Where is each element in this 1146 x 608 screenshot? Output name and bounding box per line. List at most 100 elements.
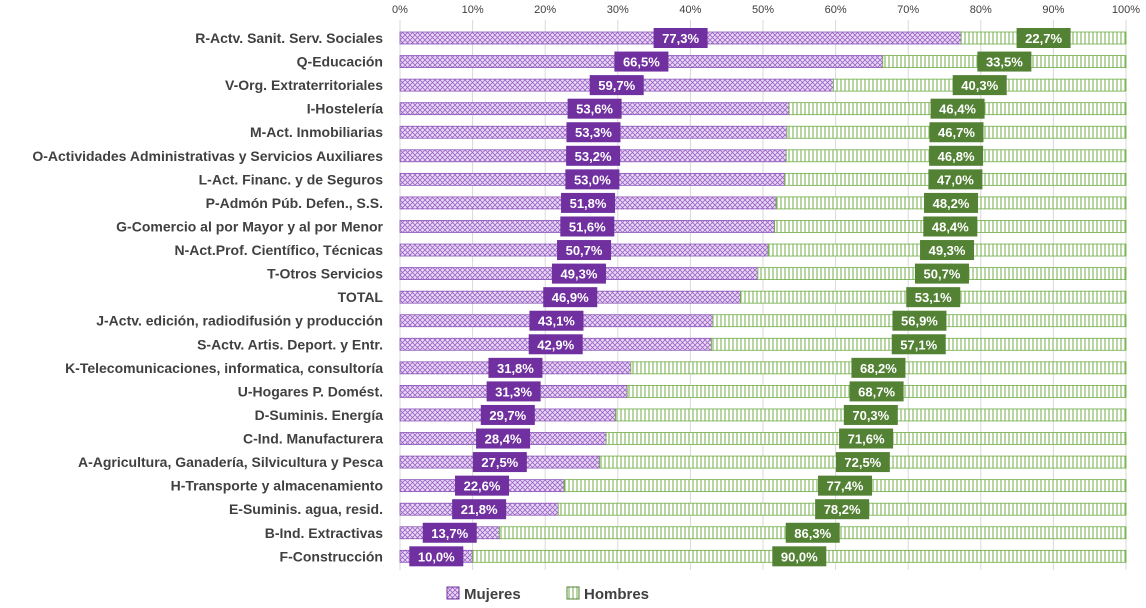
data-label-box-hombres xyxy=(815,499,870,520)
data-label-hombres: 46,8% xyxy=(938,149,975,164)
data-label-mujeres: 51,8% xyxy=(570,196,607,211)
category-label: U-Hogares P. Domést. xyxy=(238,383,383,399)
category-label: L-Act. Financ. y de Seguros xyxy=(199,171,384,187)
data-label-box-hombres xyxy=(772,546,827,567)
data-label-mujeres: 53,0% xyxy=(574,172,611,187)
data-label-box-hombres xyxy=(906,287,961,308)
category-labels: R-Actv. Sanit. Serv. Sociales Q-Educación… xyxy=(32,30,383,564)
data-label-hombres: 22,7% xyxy=(1025,31,1062,46)
data-label-mujeres: 59,7% xyxy=(598,78,635,93)
data-label-box-mujeres xyxy=(565,169,620,190)
data-label-box-hombres xyxy=(1016,28,1071,48)
category-label: R-Actv. Sanit. Serv. Sociales xyxy=(195,30,383,46)
category-label: T-Otros Servicios xyxy=(267,266,383,282)
data-label-box-mujeres xyxy=(455,475,510,496)
category-label: M-Act. Inmobiliarias xyxy=(250,124,383,140)
data-label-mujeres: 66,5% xyxy=(623,55,660,70)
category-label: TOTAL xyxy=(338,289,384,305)
data-label-hombres: 40,3% xyxy=(961,78,998,93)
data-label-box-hombres xyxy=(785,522,840,543)
data-label-hombres: 49,3% xyxy=(929,243,966,258)
category-label: S-Actv. Artis. Deport. y Entr. xyxy=(197,336,383,352)
data-label-hombres: 72,5% xyxy=(844,455,881,470)
data-label-mujeres: 53,2% xyxy=(575,149,612,164)
category-label: O-Actividades Administrativas y Servicio… xyxy=(32,148,383,164)
data-label-mujeres: 13,7% xyxy=(431,526,468,541)
data-label-box-mujeres xyxy=(560,216,615,237)
data-label-hombres: 77,4% xyxy=(827,479,864,494)
category-label: E-Suminis. agua, resid. xyxy=(229,501,383,517)
category-label: J-Actv. edición, radiodifusión y producc… xyxy=(96,313,383,329)
x-axis-ticks: 0% 10% 20% 30% 40% 50% 60% 70% 80% 90% 100% xyxy=(392,4,1140,16)
data-label-box-mujeres xyxy=(472,452,527,473)
data-label-mujeres: 29,7% xyxy=(489,408,526,423)
category-label: G-Comercio al por Mayor y al por Menor xyxy=(116,218,383,234)
data-label-box-hombres xyxy=(928,169,983,190)
category-label: B-Ind. Extractivas xyxy=(265,525,383,541)
data-label-hombres: 57,1% xyxy=(900,337,937,352)
data-label-mujeres: 49,3% xyxy=(561,267,598,282)
data-label-box-mujeres xyxy=(529,310,584,331)
data-label-hombres: 86,3% xyxy=(794,526,831,541)
data-label-box-mujeres xyxy=(566,145,621,166)
data-label-mujeres: 50,7% xyxy=(566,243,603,258)
data-label-mujeres: 21,8% xyxy=(461,502,498,517)
x-tick-label: 100% xyxy=(1112,4,1140,16)
data-label-hombres: 68,7% xyxy=(858,384,895,399)
data-label-box-mujeres xyxy=(488,357,543,378)
legend-swatch-hombres xyxy=(566,586,580,600)
data-label-box-hombres xyxy=(923,216,978,237)
data-label-hombres: 71,6% xyxy=(848,432,885,447)
data-label-mujeres: 51,6% xyxy=(569,219,606,234)
category-label: A-Agricultura, Ganadería, Silvicultura y… xyxy=(78,454,383,470)
data-label-hombres: 46,4% xyxy=(939,102,976,117)
data-label-box-mujeres xyxy=(543,287,598,308)
data-label-box-mujeres xyxy=(561,192,616,213)
x-tick-label: 20% xyxy=(534,4,556,16)
data-label-box-hombres xyxy=(929,122,984,143)
data-label-box-hombres xyxy=(924,192,979,213)
data-label-box-mujeres xyxy=(614,51,669,72)
data-label-box-hombres xyxy=(920,240,975,261)
data-label-mujeres: 53,6% xyxy=(576,102,613,117)
data-label-hombres: 47,0% xyxy=(937,172,974,187)
data-label-box-hombres xyxy=(891,334,946,355)
x-tick-label: 40% xyxy=(679,4,701,16)
data-label-box-mujeres xyxy=(551,263,606,284)
category-label: C-Ind. Manufacturera xyxy=(243,431,383,447)
data-label-box-hombres xyxy=(849,381,904,402)
legend: Mujeres Hombres xyxy=(446,586,649,603)
data-label-mujeres: 31,8% xyxy=(497,361,534,376)
category-label: F-Construcción xyxy=(280,548,383,564)
data-label-mujeres: 31,3% xyxy=(495,384,532,399)
data-label-box-mujeres xyxy=(452,499,507,520)
data-label-hombres: 48,4% xyxy=(932,219,969,234)
category-label: D-Suminis. Energía xyxy=(255,407,384,423)
data-label-mujeres: 43,1% xyxy=(538,314,575,329)
data-label-mujeres: 42,9% xyxy=(537,337,574,352)
category-label: P-Admón Púb. Defen., S.S. xyxy=(206,195,383,211)
data-label-box-mujeres xyxy=(480,404,535,425)
category-label: N-Act.Prof. Científico, Técnicas xyxy=(175,242,384,258)
data-label-box-hombres xyxy=(930,98,985,119)
x-tick-label: 80% xyxy=(970,4,992,16)
x-tick-label: 10% xyxy=(462,4,484,16)
data-label-mujeres: 10,0% xyxy=(418,549,455,564)
data-label-box-mujeres xyxy=(567,98,622,119)
data-label-mujeres: 46,9% xyxy=(552,290,589,305)
data-label-box-mujeres xyxy=(653,28,708,48)
data-label-box-hombres xyxy=(843,404,898,425)
data-label-box-mujeres xyxy=(486,381,541,402)
category-label: V-Org. Extraterritoriales xyxy=(225,77,383,93)
x-tick-label: 90% xyxy=(1042,4,1064,16)
data-label-hombres: 56,9% xyxy=(901,314,938,329)
data-label-hombres: 46,7% xyxy=(938,125,975,140)
data-label-hombres: 70,3% xyxy=(852,408,889,423)
data-label-box-hombres xyxy=(892,310,947,331)
data-label-box-mujeres xyxy=(422,522,477,543)
data-label-mujeres: 22,6% xyxy=(464,479,501,494)
legend-label-mujeres: Mujeres xyxy=(464,586,521,603)
data-label-mujeres: 28,4% xyxy=(485,432,522,447)
data-labels: 77,3% 22,7% 66,5% 33,5% 59,7% 40,3% 53,6% 46,4%… xyxy=(409,28,1071,567)
data-label-mujeres: 27,5% xyxy=(481,455,518,470)
